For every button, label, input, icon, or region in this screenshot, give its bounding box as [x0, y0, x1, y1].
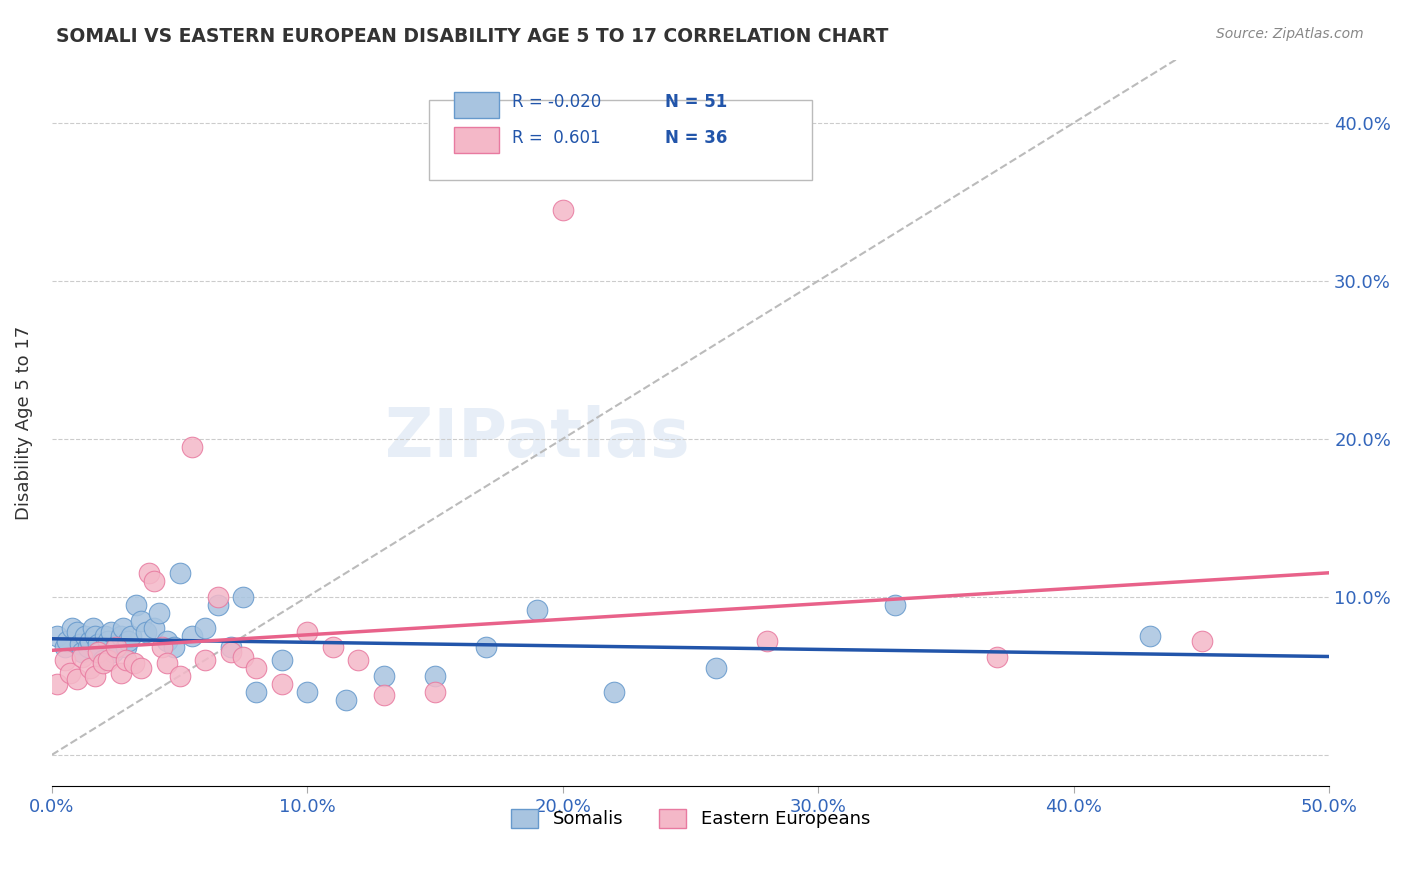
Point — [129, 614, 152, 628]
Point — [194, 622, 217, 636]
Text: N = 51: N = 51 — [665, 93, 727, 111]
Point — [704, 661, 727, 675]
FancyBboxPatch shape — [454, 92, 499, 118]
Point — [79, 661, 101, 675]
Point — [156, 634, 179, 648]
Point — [82, 622, 104, 636]
Point — [1139, 629, 1161, 643]
Point — [373, 669, 395, 683]
Point — [756, 634, 779, 648]
Point — [297, 624, 319, 639]
Point — [270, 653, 292, 667]
Point — [72, 645, 94, 659]
Point — [79, 634, 101, 648]
Point — [59, 665, 82, 680]
Point — [94, 629, 117, 643]
Point — [56, 634, 79, 648]
Legend: Somalis, Eastern Europeans: Somalis, Eastern Europeans — [503, 802, 877, 836]
Point — [181, 440, 204, 454]
Point — [107, 637, 129, 651]
Point — [97, 653, 120, 667]
Point — [335, 692, 357, 706]
Point — [66, 672, 89, 686]
Point — [219, 645, 242, 659]
Point — [125, 598, 148, 612]
Point — [104, 640, 127, 655]
Point — [101, 645, 124, 659]
FancyBboxPatch shape — [429, 100, 811, 179]
Point — [45, 629, 67, 643]
Point — [110, 629, 132, 643]
Point — [207, 598, 229, 612]
Y-axis label: Disability Age 5 to 17: Disability Age 5 to 17 — [15, 326, 32, 520]
Point — [986, 649, 1008, 664]
Point — [53, 653, 76, 667]
Text: R =  0.601: R = 0.601 — [512, 129, 600, 147]
Point — [883, 598, 905, 612]
Point — [603, 684, 626, 698]
Point — [73, 629, 96, 643]
Point — [66, 624, 89, 639]
Point — [97, 634, 120, 648]
Point — [163, 640, 186, 655]
Point — [117, 634, 139, 648]
Point — [112, 622, 135, 636]
Point — [232, 649, 254, 664]
Point — [169, 669, 191, 683]
Point — [104, 640, 127, 655]
Point — [322, 640, 344, 655]
Point — [551, 202, 574, 217]
Point — [115, 640, 138, 655]
Point — [423, 684, 446, 698]
Point — [142, 574, 165, 588]
Point — [115, 653, 138, 667]
Point — [60, 622, 83, 636]
Point — [219, 640, 242, 655]
Point — [245, 684, 267, 698]
Point — [1191, 634, 1213, 648]
Point — [76, 640, 98, 655]
Point — [245, 661, 267, 675]
Point — [91, 653, 114, 667]
Point — [135, 624, 157, 639]
Point — [156, 657, 179, 671]
Text: SOMALI VS EASTERN EUROPEAN DISABILITY AGE 5 TO 17 CORRELATION CHART: SOMALI VS EASTERN EUROPEAN DISABILITY AG… — [56, 27, 889, 45]
Point — [91, 657, 114, 671]
Point — [84, 629, 107, 643]
Point — [120, 629, 142, 643]
FancyBboxPatch shape — [454, 128, 499, 153]
Point — [45, 677, 67, 691]
Point — [169, 566, 191, 581]
Point — [297, 684, 319, 698]
Point — [84, 669, 107, 683]
Point — [423, 669, 446, 683]
Point — [207, 590, 229, 604]
Point — [53, 640, 76, 655]
Text: R = -0.020: R = -0.020 — [512, 93, 600, 111]
Point — [526, 602, 548, 616]
Point — [232, 590, 254, 604]
Point — [72, 649, 94, 664]
Point — [475, 640, 498, 655]
Point — [181, 629, 204, 643]
Point — [270, 677, 292, 691]
Text: N = 36: N = 36 — [665, 129, 727, 147]
Point — [87, 645, 110, 659]
Point — [110, 665, 132, 680]
Point — [148, 606, 170, 620]
Point — [129, 661, 152, 675]
Text: ZIPatlas: ZIPatlas — [385, 405, 689, 471]
Point — [138, 566, 160, 581]
Point — [87, 637, 110, 651]
Point — [142, 622, 165, 636]
Point — [89, 645, 111, 659]
Point — [69, 637, 91, 651]
Text: Source: ZipAtlas.com: Source: ZipAtlas.com — [1216, 27, 1364, 41]
Point — [150, 640, 173, 655]
Point — [122, 657, 145, 671]
Point — [373, 688, 395, 702]
Point — [347, 653, 370, 667]
Point — [194, 653, 217, 667]
Point — [100, 624, 122, 639]
